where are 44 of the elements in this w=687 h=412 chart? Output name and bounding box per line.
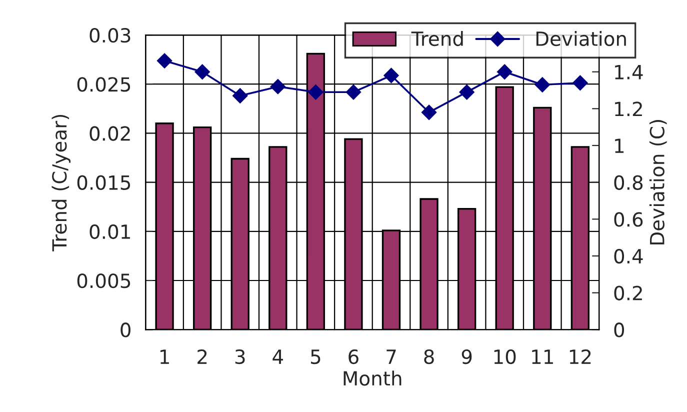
x-tick-label: 3 [235, 349, 245, 364]
point [384, 68, 399, 84]
point [270, 79, 286, 94]
point [308, 84, 324, 100]
x-tick-label: 6 [348, 349, 358, 364]
x-tick-label: 12 [570, 349, 591, 364]
y-tick-label: 0.015 [77, 175, 130, 190]
point [497, 64, 512, 80]
y2-tick-label: 1 [615, 138, 624, 153]
y-tick-label: 0.01 [90, 224, 130, 240]
point [572, 75, 588, 90]
y-tick-label: 0 [120, 322, 130, 338]
y-tick-label: 0.005 [77, 273, 130, 288]
x-tick-label: 4 [272, 350, 283, 364]
y2-tick-label: 1.2 [615, 102, 642, 116]
x-axis-title: Month [344, 370, 402, 386]
y2-tick-label: 0.2 [614, 286, 642, 300]
point [194, 64, 210, 80]
y-tick-label: 0.025 [77, 77, 130, 92]
point [534, 77, 550, 92]
x-tick-label: 1 [160, 350, 169, 364]
x-tick-label: 5 [310, 350, 320, 364]
legend-label: Trend [411, 31, 463, 46]
y2-tick-label: 0.4 [614, 248, 643, 264]
point [459, 84, 474, 100]
x-tick-label: 8 [424, 349, 434, 364]
point [421, 104, 437, 120]
y2-axis-title: Deviation (C) [649, 120, 667, 244]
point [232, 88, 248, 104]
legend-label: Deviation [536, 31, 626, 46]
y-tick-label: 0.02 [90, 126, 130, 141]
x-tick-label: 9 [462, 349, 472, 364]
x-tick-label: 2 [198, 349, 207, 364]
x-tick-label: 11 [532, 350, 553, 364]
y2-tick-label: 0.6 [614, 212, 643, 227]
x-tick-label: 7 [386, 350, 396, 364]
point [346, 84, 362, 100]
y-tick-label: 0.03 [90, 28, 130, 43]
y2-tick-label: 1.4 [615, 65, 643, 80]
y2-tick-label: 0.8 [614, 175, 643, 190]
x-tick-label: 10 [494, 349, 516, 364]
y-axis-title: Trend (C/year) [52, 114, 71, 252]
point [156, 53, 172, 68]
y2-tick-label: 0 [614, 322, 624, 338]
